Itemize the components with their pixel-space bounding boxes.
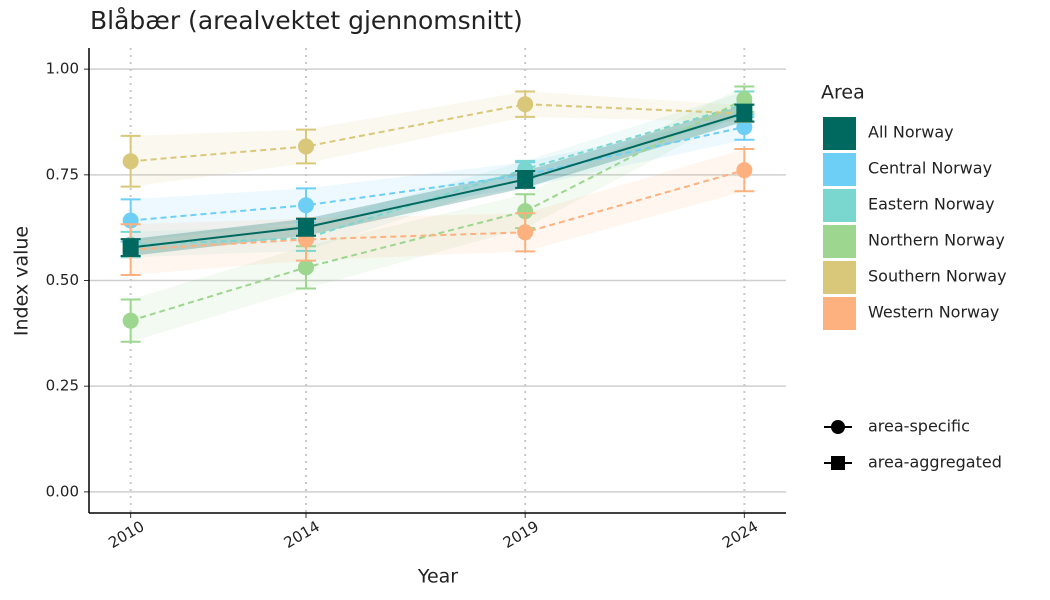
y-axis-label: Index value [11,226,33,336]
shape-legend-marker [831,420,845,434]
legend-label: Southern Norway [868,267,1007,286]
point [517,224,534,241]
x-tick-label: 2010 [105,517,147,552]
point [122,153,139,170]
point [297,197,314,214]
y-tick-label: 0.25 [46,377,79,395]
confidence-band [130,114,745,242]
legend-label: Northern Norway [868,231,1005,250]
legend-label: Eastern Norway [868,195,995,214]
series-line [130,98,745,322]
series-line [130,169,745,251]
point [736,105,753,122]
point [297,259,314,276]
x-tick-label: 2014 [281,517,323,552]
point [517,203,534,220]
point [736,119,753,136]
chart-title: Blåbær (arealvektet gjennomsnitt) [90,6,523,35]
confidence-band [130,149,745,276]
point [517,96,534,113]
point [122,239,139,256]
x-tick-label: 2024 [719,517,761,552]
y-tick-label: 0.00 [46,482,79,500]
legend-swatch [823,117,856,150]
legend-swatch [823,261,856,294]
legend-swatch [823,297,856,330]
point [297,219,314,236]
legend-swatch [823,153,856,186]
x-axis-label: Year [417,566,458,588]
point [517,171,534,188]
x-tick-label: 2019 [500,517,542,552]
legend-label: Central Norway [868,159,992,178]
legend-swatch [823,225,856,258]
legend-title: Area [821,82,865,104]
point [122,312,139,329]
point [297,138,314,155]
point [736,91,753,108]
y-tick-label: 0.50 [46,271,79,289]
legend-label: All Norway [868,123,954,142]
series-line [130,112,745,249]
shape-legend-marker [831,456,845,470]
y-tick-label: 0.75 [46,165,79,183]
point [736,162,753,179]
legend-label: Western Norway [868,303,999,322]
y-tick-label: 1.00 [46,60,79,78]
confidence-band [130,91,745,187]
shape-legend-label: area-specific [868,417,970,436]
shape-legend-label: area-aggregated [868,453,1002,472]
confidence-band [130,86,745,342]
legend-swatch [823,189,856,222]
